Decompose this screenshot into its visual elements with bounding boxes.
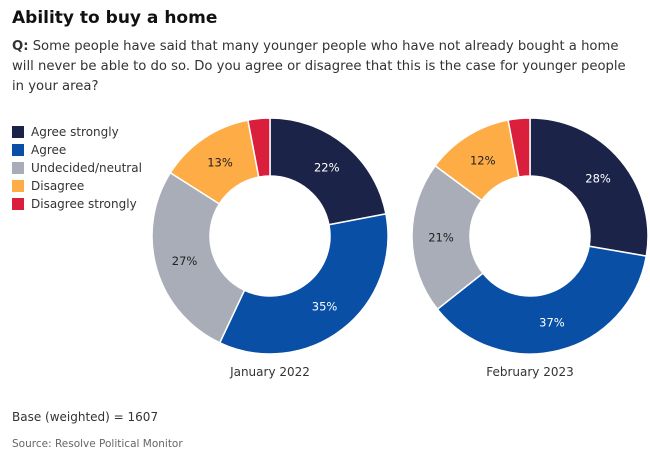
legend-item-agree: Agree: [12, 141, 142, 159]
donut-1-label-undecided: 21%: [428, 230, 454, 244]
donut-1-slice-agree: [436, 245, 648, 355]
legend-item-disagree: Disagree: [12, 177, 142, 195]
chart-label-jan-2022: January 2022: [230, 365, 310, 379]
donut-1-label-agree-strongly: 28%: [585, 172, 611, 186]
donut-1-slice-undecided: [411, 164, 484, 311]
legend-swatch-agree-strongly: [12, 126, 24, 138]
donut-charts: 22% 35% 27% 13% 28% 37% 21% 12%: [151, 117, 649, 355]
donut-0-slice-undecided: [151, 171, 246, 344]
base-note: Base (weighted) = 1607: [12, 410, 159, 424]
donut-0-label-agree-strongly: 22%: [314, 160, 340, 174]
question-prefix: Q:: [12, 39, 29, 54]
chart-label-feb-2023: February 2023: [486, 365, 574, 379]
legend-label: Agree: [31, 143, 67, 157]
legend-label: Disagree: [31, 179, 85, 193]
donut-0-label-agree: 35%: [312, 299, 338, 313]
legend-swatch-disagree-strongly: [12, 198, 24, 210]
source-note: Source: Resolve Political Monitor: [12, 438, 183, 450]
question-text: Q: Some people have said that many young…: [12, 37, 638, 97]
donut-1-label-disagree: 12%: [470, 154, 496, 168]
legend-item-agree-strongly: Agree strongly: [12, 123, 142, 141]
donut-1-slice-agree-strongly: [529, 117, 649, 257]
question-body: Some people have said that many younger …: [12, 39, 626, 94]
charts-area: 22% 35% 27% 13% 28% 37% 21% 12%: [0, 110, 650, 390]
donut-1-slice-disagree-strongly: [507, 117, 531, 178]
donut-0-slice-disagree-strongly: [247, 117, 271, 178]
legend-swatch-agree: [12, 144, 24, 156]
legend-label: Agree strongly: [31, 125, 119, 139]
chart-title: Ability to buy a home: [12, 8, 218, 28]
legend: Agree strongly Agree Undecided/neutral D…: [12, 123, 142, 213]
donut-0-slice-agree-strongly: [269, 117, 387, 226]
donut-0-label-disagree: 13%: [207, 155, 233, 169]
legend-item-undecided: Undecided/neutral: [12, 159, 142, 177]
legend-item-disagree-strongly: Disagree strongly: [12, 195, 142, 213]
legend-label: Undecided/neutral: [31, 161, 142, 175]
legend-swatch-disagree: [12, 180, 24, 192]
donut-0-slice-agree: [218, 213, 389, 355]
donut-1-label-agree: 37%: [539, 315, 565, 329]
donut-0-label-undecided: 27%: [172, 254, 198, 268]
legend-swatch-undecided: [12, 162, 24, 174]
legend-label: Disagree strongly: [31, 197, 137, 211]
